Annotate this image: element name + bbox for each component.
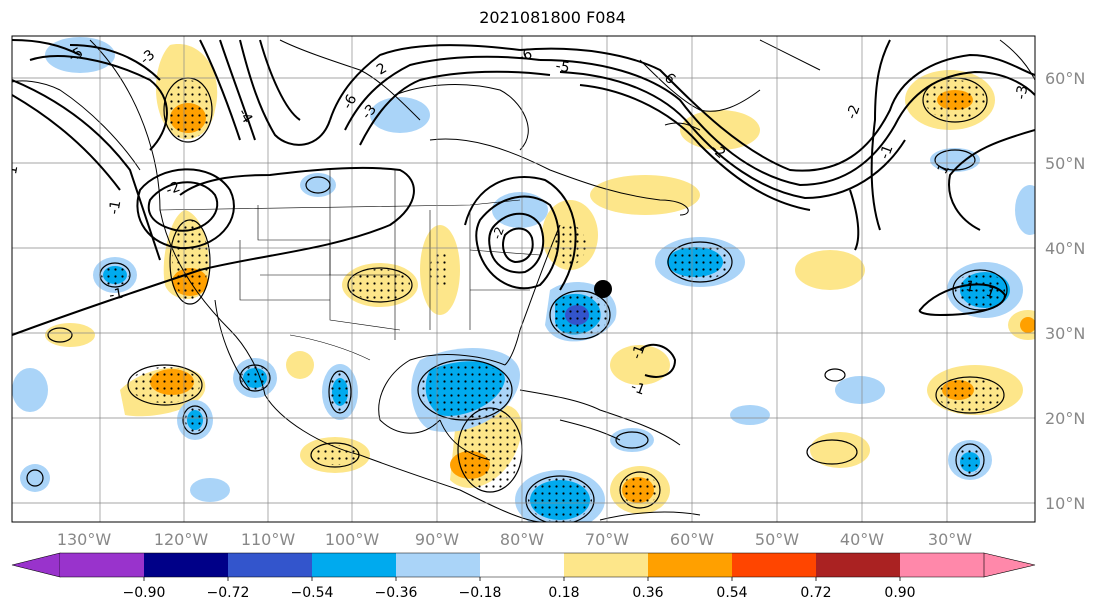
colorbar: −0.90 −0.72 −0.54 −0.36 −0.18 0.18 0.36 … [11,552,1036,601]
svg-text:-2: -2 [164,179,183,199]
lon-label: 80°W [500,530,544,549]
height-contours [12,39,1035,378]
svg-text:-1: -1 [629,379,648,399]
svg-text:-1: -1 [108,286,125,304]
lon-label: 100°W [325,530,380,549]
longitude-axis-labels: 130°W 120°W 110°W 100°W 90°W 80°W 70°W 6… [57,530,972,549]
lon-label: 110°W [241,530,296,549]
svg-text:-1: -1 [629,343,649,362]
colorbar-tick: −0.18 [459,585,502,601]
storm-center-marker [594,280,612,298]
lon-label: 90°W [415,530,459,549]
lat-label: 10°N [1045,494,1085,513]
svg-text:1: 1 [964,278,976,295]
map-title: 2021081800 F084 [479,8,626,27]
svg-text:-1: -1 [3,164,21,181]
colorbar-tick: −0.72 [207,585,250,601]
colorbar-tick: −0.36 [375,585,418,601]
svg-text:-1: -1 [106,199,124,216]
lon-label: 40°W [840,530,884,549]
colorbar-tick: 0.54 [716,585,747,601]
lat-label: 40°N [1045,239,1085,258]
lon-label: 50°W [755,530,799,549]
colorbar-tick: −0.90 [123,585,166,601]
map-frame [11,35,1036,523]
svg-text:-5: -5 [554,58,571,76]
svg-text:-1: -1 [877,143,897,162]
svg-text:-5: -5 [66,45,86,66]
svg-text:-2: -2 [490,225,507,241]
lon-label: 30°W [928,530,972,549]
colorbar-tick: −0.54 [291,585,334,601]
lon-label: 130°W [57,530,112,549]
significance-contours [26,77,1008,522]
colorbar-tick: 0.72 [800,585,831,601]
colorbar-tick: 0.18 [548,585,579,601]
svg-text:-3: -3 [1013,84,1031,101]
svg-text:-6: -6 [516,46,535,66]
colorbar-tick: 0.90 [884,585,915,601]
lon-label: 120°W [154,530,209,549]
svg-text:-2: -2 [844,103,864,122]
lat-label: 20°N [1045,409,1085,428]
lat-label: 30°N [1045,324,1085,343]
colorbar-tick: 0.36 [632,585,663,601]
lon-label: 60°W [670,530,714,549]
latitude-axis-labels: 60°N 50°N 40°N 30°N 20°N 10°N [1045,69,1085,513]
lat-label: 60°N [1045,69,1085,88]
lon-label: 70°W [585,530,629,549]
lat-label: 50°N [1045,154,1085,173]
